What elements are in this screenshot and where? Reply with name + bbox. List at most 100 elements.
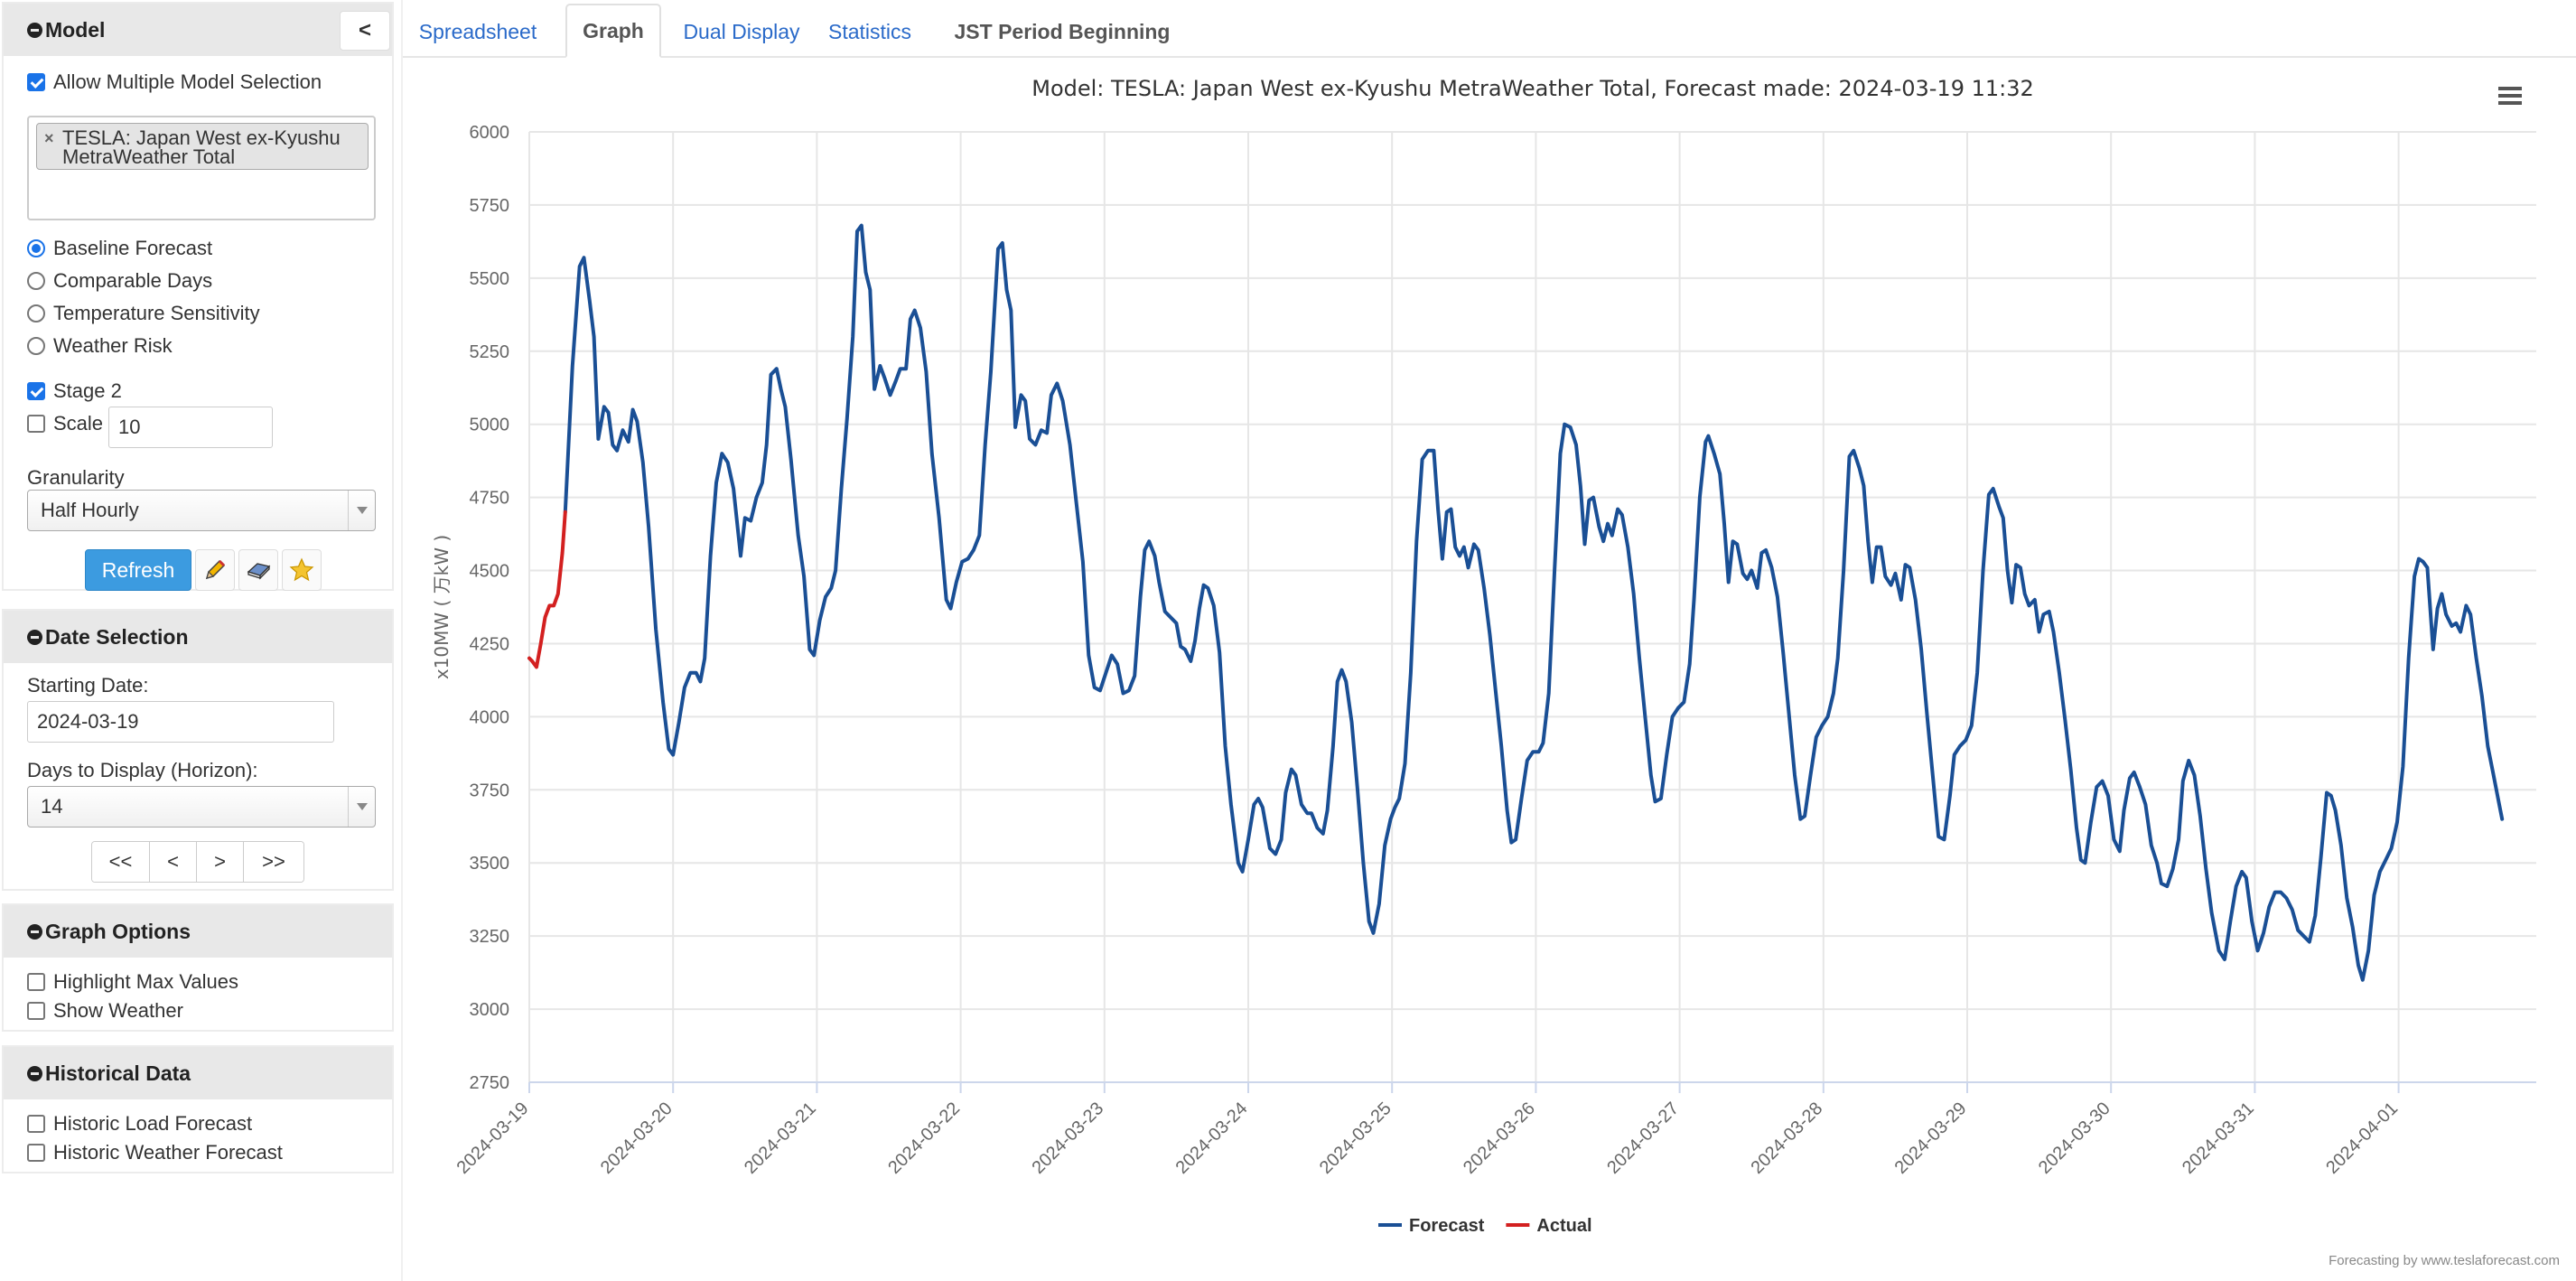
radio-temperature-button[interactable] — [27, 304, 45, 323]
x-tick-label: 2024-03-28 — [1747, 1099, 1826, 1178]
prev-page-button[interactable]: < — [150, 842, 197, 882]
historic-weather-label: Historic Weather Forecast — [53, 1141, 283, 1164]
tab-bar: Spreadsheet Graph Dual Display Statistic… — [403, 0, 2576, 58]
favorite-button[interactable] — [282, 549, 322, 591]
graph-options-panel: Graph Options Highlight Max Values Show … — [2, 903, 394, 1032]
y-tick-label: 5000 — [470, 416, 510, 435]
radio-weather-risk-label: Weather Risk — [53, 334, 173, 357]
historic-load-checkbox[interactable] — [27, 1115, 45, 1133]
y-tick-label: 4750 — [470, 489, 510, 509]
historical-data-header[interactable]: Historical Data — [4, 1047, 392, 1099]
sidebar: Model < Allow Multiple Model Selection ×… — [0, 0, 397, 1281]
scale-label: Scale — [53, 412, 104, 435]
y-tick-label: 3250 — [470, 927, 510, 947]
date-nav-group: << < > >> — [91, 841, 304, 883]
allow-multiple-label: Allow Multiple Model Selection — [53, 70, 322, 93]
radio-temperature-label: Temperature Sensitivity — [53, 302, 260, 324]
series-line-actual — [527, 510, 567, 669]
chart-menu-icon[interactable] — [2498, 87, 2522, 105]
tab-statistics[interactable]: Statistics — [827, 19, 912, 43]
tab-spreadsheet[interactable]: Spreadsheet — [418, 19, 537, 43]
radio-weather-risk[interactable]: Weather Risk — [27, 334, 173, 358]
starting-date-input[interactable]: 2024-03-19 — [27, 701, 334, 743]
historic-weather-row[interactable]: Historic Weather Forecast — [27, 1141, 283, 1164]
x-tick-label: 2024-03-31 — [2179, 1099, 2258, 1178]
x-tick-label: 2024-03-24 — [1172, 1099, 1252, 1178]
selected-model-label: TESLA: Japan West ex-Kyushu MetraWeather… — [62, 126, 341, 168]
allow-multiple-checkbox[interactable] — [27, 73, 45, 91]
radio-baseline-button[interactable] — [27, 239, 45, 257]
y-tick-label: 3750 — [470, 781, 510, 800]
model-multiselect[interactable]: × TESLA: Japan West ex-Kyushu MetraWeath… — [27, 116, 376, 220]
x-tick-label: 2024-03-26 — [1460, 1099, 1539, 1178]
selected-model-chip: × TESLA: Japan West ex-Kyushu MetraWeath… — [36, 123, 369, 170]
y-axis-label: x10MW ( 万kW ) — [431, 535, 453, 679]
x-tick-label: 2024-03-23 — [1028, 1099, 1107, 1178]
model-panel-header[interactable]: Model < — [4, 4, 392, 56]
radio-baseline-label: Baseline Forecast — [53, 237, 213, 259]
y-tick-label: 5250 — [470, 342, 510, 362]
first-page-button[interactable]: << — [92, 842, 150, 882]
model-panel-title: Model — [45, 17, 106, 42]
radio-temperature[interactable]: Temperature Sensitivity — [27, 302, 260, 325]
scale-checkbox[interactable] — [27, 415, 45, 433]
tab-dual-display[interactable]: Dual Display — [683, 19, 800, 43]
radio-comparable-button[interactable] — [27, 272, 45, 290]
show-weather-row[interactable]: Show Weather — [27, 999, 183, 1023]
granularity-label: Granularity — [27, 466, 125, 489]
remove-chip-icon[interactable]: × — [44, 129, 54, 147]
show-weather-checkbox[interactable] — [27, 1002, 45, 1020]
edit-pencil-button[interactable] — [195, 549, 235, 591]
y-tick-label: 2750 — [470, 1073, 510, 1093]
horizon-select[interactable]: 14 — [27, 786, 376, 828]
menu-bar — [2498, 87, 2522, 90]
y-tick-label: 5500 — [470, 269, 510, 289]
allow-multiple-row[interactable]: Allow Multiple Model Selection — [27, 70, 322, 94]
x-tick-label: 2024-03-20 — [597, 1099, 677, 1178]
scale-input[interactable]: 10 — [108, 407, 273, 448]
y-tick-label: 3000 — [470, 1000, 510, 1020]
stage2-row[interactable]: Stage 2 — [27, 379, 122, 403]
historic-load-row[interactable]: Historic Load Forecast — [27, 1112, 252, 1136]
collapse-sidebar-button[interactable]: < — [340, 11, 390, 51]
radio-baseline[interactable]: Baseline Forecast — [27, 237, 212, 260]
graph-options-header[interactable]: Graph Options — [4, 905, 392, 958]
historic-load-label: Historic Load Forecast — [53, 1112, 253, 1135]
y-tick-label: 4000 — [470, 707, 510, 727]
historical-data-panel: Historical Data Historic Load Forecast H… — [2, 1045, 394, 1173]
graph-options-title: Graph Options — [45, 919, 191, 943]
menu-bar — [2498, 101, 2522, 105]
chart-title: Model: TESLA: Japan West ex-Kyushu Metra… — [1031, 76, 2034, 101]
chevron-down-icon — [348, 491, 375, 530]
date-selection-panel: Date Selection Starting Date: 2024-03-19… — [2, 609, 394, 891]
stage2-label: Stage 2 — [53, 379, 122, 402]
x-tick-label: 2024-03-21 — [741, 1099, 820, 1178]
radio-comparable[interactable]: Comparable Days — [27, 269, 212, 293]
radio-weather-risk-button[interactable] — [27, 337, 45, 355]
refresh-button[interactable]: Refresh — [85, 549, 191, 591]
model-panel: Model < Allow Multiple Model Selection ×… — [2, 2, 394, 591]
tab-graph[interactable]: Graph — [565, 4, 661, 58]
highlight-max-checkbox[interactable] — [27, 973, 45, 991]
credit-text: Forecasting by www.teslaforecast.com — [2329, 1253, 2560, 1268]
highlight-max-row[interactable]: Highlight Max Values — [27, 970, 238, 994]
eraser-button[interactable] — [238, 549, 278, 591]
y-tick-label: 4250 — [470, 634, 510, 654]
star-icon — [289, 557, 314, 582]
granularity-select[interactable]: Half Hourly — [27, 490, 376, 531]
horizon-value: 14 — [41, 795, 63, 818]
stage2-checkbox[interactable] — [27, 382, 45, 400]
scale-row[interactable]: Scale — [27, 412, 103, 435]
show-weather-label: Show Weather — [53, 999, 183, 1022]
x-tick-label: 2024-04-01 — [2322, 1099, 2402, 1178]
next-page-button[interactable]: > — [197, 842, 244, 882]
historic-weather-checkbox[interactable] — [27, 1144, 45, 1162]
date-selection-header[interactable]: Date Selection — [4, 611, 392, 663]
highlight-max-label: Highlight Max Values — [53, 970, 239, 993]
last-page-button[interactable]: >> — [244, 842, 303, 882]
chevron-down-icon — [348, 787, 375, 827]
series-line-forecast — [563, 223, 2505, 982]
y-tick-label: 4500 — [470, 562, 510, 582]
radio-comparable-label: Comparable Days — [53, 269, 213, 292]
collapse-minus-icon — [27, 629, 42, 645]
